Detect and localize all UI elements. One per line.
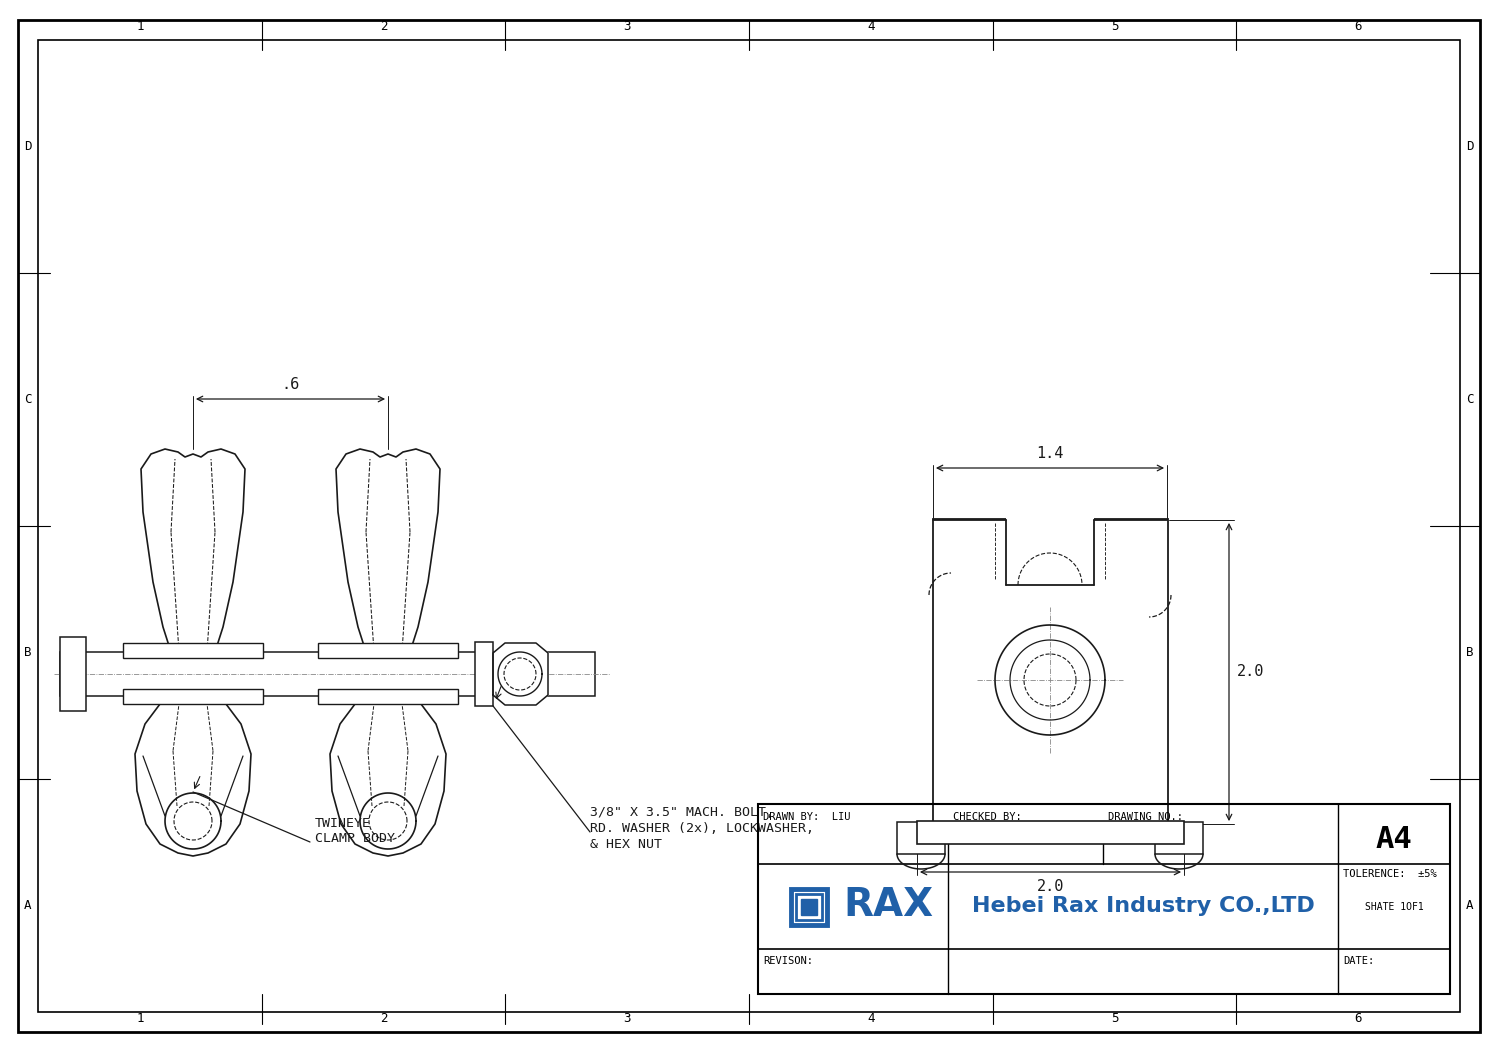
Text: B: B <box>24 646 32 660</box>
Bar <box>801 898 818 914</box>
Text: 1: 1 <box>136 20 144 34</box>
Text: TOLERENCE:  ±5%: TOLERENCE: ±5% <box>1342 869 1437 879</box>
Bar <box>318 689 458 704</box>
Text: REVISON:: REVISON: <box>764 956 813 966</box>
Text: C: C <box>24 393 32 406</box>
Text: SHATE 1OF1: SHATE 1OF1 <box>1365 902 1424 911</box>
Text: 2: 2 <box>380 20 387 34</box>
Bar <box>60 637 86 710</box>
Bar <box>796 893 822 920</box>
Text: D: D <box>24 140 32 153</box>
Text: TWINEYE: TWINEYE <box>315 817 370 830</box>
Text: 1: 1 <box>136 1011 144 1025</box>
Text: D: D <box>1466 140 1473 153</box>
Text: A: A <box>24 900 32 912</box>
Bar <box>790 889 826 925</box>
Text: DRAWING NO.:: DRAWING NO.: <box>1108 812 1184 822</box>
Bar <box>318 643 458 658</box>
Text: CLAMP BODY: CLAMP BODY <box>315 832 394 845</box>
Bar <box>916 821 1184 844</box>
Text: RAX: RAX <box>843 886 933 924</box>
Text: .6: .6 <box>282 377 300 392</box>
Bar <box>123 689 262 704</box>
Text: RD. WASHER (2x), LOCKWASHER,: RD. WASHER (2x), LOCKWASHER, <box>590 822 814 835</box>
Text: 2.0: 2.0 <box>1036 879 1064 894</box>
Text: 3: 3 <box>624 20 632 34</box>
Text: C: C <box>1466 393 1473 406</box>
Text: DRAWN BY:  LIU: DRAWN BY: LIU <box>764 812 850 822</box>
Text: 2.0: 2.0 <box>1238 665 1264 680</box>
Text: 5: 5 <box>1110 20 1118 34</box>
Bar <box>123 643 262 658</box>
Bar <box>1007 517 1094 585</box>
Text: 4: 4 <box>867 20 874 34</box>
Text: Hebei Rax Industry CO.,LTD: Hebei Rax Industry CO.,LTD <box>972 896 1314 917</box>
Text: 1.4: 1.4 <box>1036 446 1064 461</box>
Text: 2: 2 <box>380 1011 387 1025</box>
Bar <box>60 652 596 696</box>
Text: 3: 3 <box>624 1011 632 1025</box>
Text: 5: 5 <box>1110 1011 1118 1025</box>
Text: CHECKED BY:: CHECKED BY: <box>952 812 1022 822</box>
Text: B: B <box>1466 646 1473 660</box>
Text: 6: 6 <box>1354 1011 1362 1025</box>
Bar <box>1155 822 1203 854</box>
Text: 3/8" X 3.5" MACH. BOLT,: 3/8" X 3.5" MACH. BOLT, <box>590 806 774 819</box>
Bar <box>476 643 494 706</box>
Text: & HEX NUT: & HEX NUT <box>590 838 662 851</box>
Text: 6: 6 <box>1354 20 1362 34</box>
Text: DATE:: DATE: <box>1342 956 1374 966</box>
Bar <box>933 519 1168 824</box>
Text: A4: A4 <box>1376 824 1413 854</box>
Bar <box>897 822 945 854</box>
Text: 4: 4 <box>867 1011 874 1025</box>
Polygon shape <box>494 643 548 705</box>
Text: A: A <box>1466 900 1473 912</box>
Bar <box>758 804 1450 994</box>
